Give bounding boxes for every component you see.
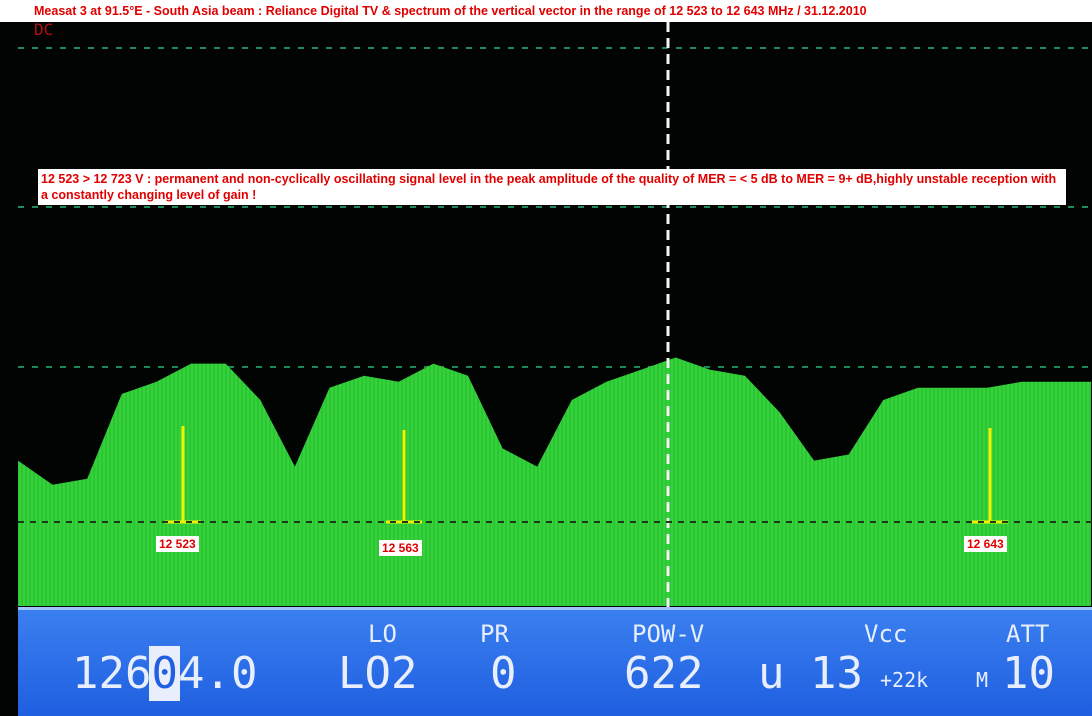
pow-label: POW-V <box>632 620 705 648</box>
freq-prefix: 126 <box>72 648 152 699</box>
annotation-note: 12 523 > 12 723 V : permanent and non-cy… <box>38 169 1066 205</box>
grid-lines <box>18 47 1092 368</box>
status-bar: LO PR POW-V Vcc ATT 12604.0 LO2 0 622 u … <box>18 607 1092 716</box>
pr-value: 0 <box>490 648 517 699</box>
lo-label: LO <box>368 620 397 648</box>
pow-value: 622 <box>624 648 704 699</box>
pr-label: PR <box>480 620 509 648</box>
trace-texture <box>17 340 1091 606</box>
page-title: Measat 3 at 91.5°E - South Asia beam : R… <box>0 0 1092 22</box>
spectrum-trace <box>18 357 1091 606</box>
screen-mode: DC <box>34 20 54 39</box>
att-value: 10 <box>1002 648 1055 699</box>
frequency-readout[interactable]: 12604.0 <box>72 646 258 701</box>
marker-label: 12 643 <box>964 536 1007 552</box>
att-label: ATT <box>1006 620 1050 648</box>
marker-label: 12 563 <box>379 540 422 556</box>
vcc-value: 13 <box>810 648 863 699</box>
spectrum-plot <box>17 22 1092 607</box>
tone-value: +22k <box>880 668 929 692</box>
marker-label: 12 523 <box>156 536 199 552</box>
edit-cursor-digit[interactable]: 0 <box>149 646 180 701</box>
lo-value: LO2 <box>338 648 418 699</box>
vcc-label: Vcc <box>864 620 908 648</box>
freq-suffix: 4.0 <box>177 648 258 699</box>
unit-value: u <box>758 648 785 699</box>
mode-value: M <box>976 668 989 692</box>
